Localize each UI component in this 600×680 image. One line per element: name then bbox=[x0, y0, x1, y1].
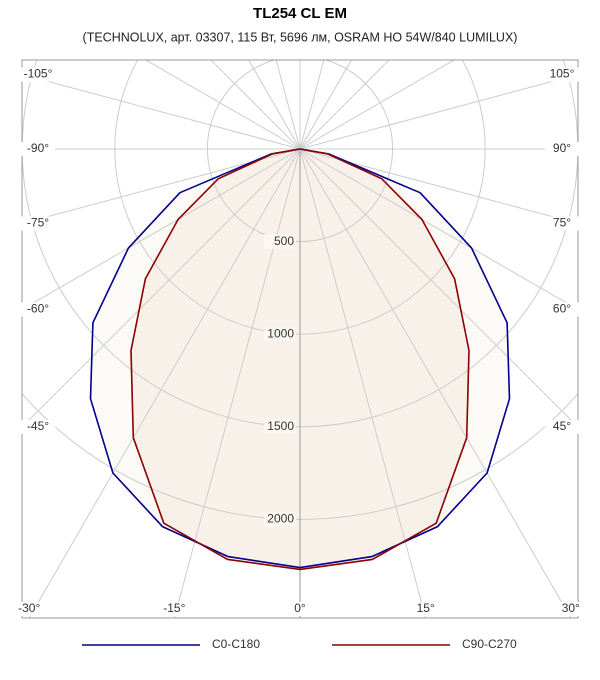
angle-label: 30° bbox=[562, 601, 580, 615]
labels: -105° -90° -75° -60° -45° -30° -15° 0° 15° 30° 45°… bbox=[12, 67, 588, 616]
angle-label: 0° bbox=[294, 601, 306, 615]
label-bg bbox=[264, 327, 296, 342]
legend-label: C90-C270 bbox=[462, 637, 517, 651]
series-line bbox=[130, 148, 470, 571]
label-bg bbox=[264, 234, 296, 249]
spoke bbox=[173, 148, 301, 618]
chart-title: TL254 CL EM bbox=[253, 5, 347, 22]
legend-label: C0-C180 bbox=[212, 637, 260, 651]
label-bg bbox=[545, 302, 579, 317]
label-bg bbox=[21, 67, 55, 82]
series-line bbox=[89, 148, 511, 569]
angle-label: -15° bbox=[163, 601, 185, 615]
spoke bbox=[275, 60, 301, 150]
spoke bbox=[299, 60, 456, 150]
angle-label: -105° bbox=[24, 67, 53, 81]
chart-subtitle: (TECHNOLUX, арт. 03307, 115 Вт, 5696 лм,… bbox=[83, 30, 518, 44]
r-tick-label: 1500 bbox=[267, 419, 294, 433]
label-bg bbox=[553, 602, 588, 616]
label-bg bbox=[21, 216, 55, 231]
label-bg bbox=[12, 602, 47, 616]
spoke bbox=[28, 148, 301, 618]
angle-label: 105° bbox=[550, 67, 575, 81]
label-bg bbox=[21, 142, 55, 156]
spoke bbox=[299, 148, 572, 618]
angle-label: 90° bbox=[553, 141, 571, 155]
r-tick-label: 2000 bbox=[267, 512, 294, 526]
spoke bbox=[22, 148, 301, 428]
angle-label: -75° bbox=[27, 216, 49, 230]
label-bg bbox=[545, 67, 579, 82]
angle-label: -60° bbox=[27, 302, 49, 316]
label-bg bbox=[264, 419, 296, 434]
spoke bbox=[299, 74, 578, 150]
spoke bbox=[22, 148, 301, 310]
label-bg bbox=[21, 420, 55, 434]
spoke bbox=[299, 148, 578, 310]
r-tick-label: 1000 bbox=[267, 326, 294, 340]
frame bbox=[21, 59, 579, 619]
spoke bbox=[144, 60, 301, 150]
angle-label: 60° bbox=[553, 302, 571, 316]
angle-label: 45° bbox=[553, 419, 571, 433]
label-bg bbox=[545, 216, 579, 231]
label-bg bbox=[545, 142, 579, 156]
plot-area bbox=[22, 60, 578, 618]
angle-label: -90° bbox=[27, 141, 49, 155]
label-bg bbox=[408, 602, 443, 616]
angle-label: -45° bbox=[27, 419, 49, 433]
spoke bbox=[299, 60, 325, 150]
label-bg bbox=[157, 602, 192, 616]
label-bg bbox=[264, 512, 296, 527]
angle-label: 75° bbox=[553, 216, 571, 230]
spoke bbox=[299, 148, 427, 618]
spoke bbox=[22, 74, 301, 150]
angle-label: -30° bbox=[18, 601, 40, 615]
label-bg bbox=[545, 420, 579, 434]
label-bg bbox=[21, 302, 55, 317]
spoke bbox=[299, 148, 578, 428]
legend: C0-C180 C90-C270 bbox=[82, 637, 517, 651]
angle-label: 15° bbox=[417, 601, 435, 615]
label-bg bbox=[283, 602, 317, 616]
r-tick-label: 500 bbox=[274, 234, 294, 248]
